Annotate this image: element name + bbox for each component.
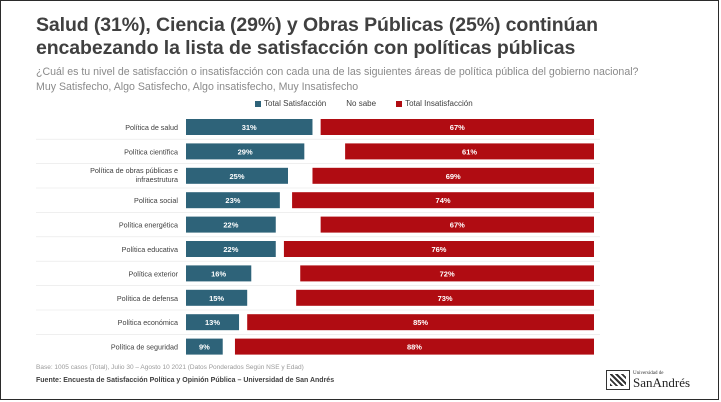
bar-satisfied bbox=[186, 289, 248, 306]
legend-item-nosabe: No sabe bbox=[346, 99, 376, 108]
data-label-satisfied: 13% bbox=[205, 318, 220, 327]
legend-swatch-unsatisfied bbox=[396, 100, 403, 107]
bar-unsatisfied bbox=[320, 216, 594, 233]
legend-swatch-satisfied bbox=[255, 100, 261, 107]
data-label-satisfied: 29% bbox=[238, 147, 253, 156]
category-label: Política de obras públicas e infraestrutu… bbox=[90, 166, 178, 184]
category-label: Política de salud bbox=[125, 123, 178, 132]
category-label: Política exterior bbox=[128, 269, 178, 278]
source-fuente-note: Fuente: Encuesta de Satisfacción Polític… bbox=[36, 377, 335, 384]
legend-item-unsatisfied: Total Insatisfacción bbox=[396, 99, 473, 108]
bar-satisfied bbox=[186, 216, 276, 233]
data-label-unsatisfied: 69% bbox=[446, 172, 461, 181]
crest-icon bbox=[606, 370, 630, 390]
chart-subtitle: ¿Cuál es tu nivel de satisfacción o insa… bbox=[36, 65, 716, 95]
source-base-note: Base: 1005 casos (Total), Julio 30 – Ago… bbox=[36, 364, 304, 371]
category-label: Política social bbox=[134, 196, 178, 205]
bar-satisfied bbox=[186, 143, 305, 160]
data-label-unsatisfied: 73% bbox=[438, 294, 453, 303]
data-label-unsatisfied: 88% bbox=[407, 343, 422, 352]
bar-satisfied bbox=[186, 241, 276, 257]
legend-label-unsatisfied: Total Insatisfacción bbox=[405, 99, 473, 108]
data-label-unsatisfied: 72% bbox=[440, 269, 455, 278]
data-label-unsatisfied: 67% bbox=[450, 123, 465, 132]
bar-satisfied bbox=[186, 265, 252, 282]
bar-unsatisfied bbox=[345, 143, 594, 160]
bar-satisfied bbox=[186, 338, 223, 355]
logo-small-text: Universidad de bbox=[633, 371, 664, 376]
title-line-2: encabezando la lista de satisfacción con… bbox=[36, 37, 576, 59]
data-label-satisfied: 16% bbox=[211, 269, 226, 278]
subtitle-line-1: ¿Cuál es tu nivel de satisfacción o insa… bbox=[36, 66, 639, 78]
bar-satisfied bbox=[186, 192, 280, 209]
data-label-satisfied: 9% bbox=[199, 343, 210, 352]
category-label: Política de seguridad bbox=[111, 343, 178, 352]
data-label-satisfied: 23% bbox=[225, 196, 240, 205]
bar-unsatisfied bbox=[312, 167, 594, 184]
bar-unsatisfied bbox=[234, 338, 594, 355]
data-label-unsatisfied: 85% bbox=[413, 318, 428, 327]
chart-title: Salud (31%), Ciencia (29%) y Obras Públi… bbox=[36, 14, 716, 60]
logo-big-text: SanAndrés bbox=[633, 375, 691, 390]
category-label: Política energética bbox=[119, 221, 178, 230]
category-label: Política científica bbox=[124, 147, 178, 156]
bar-satisfied bbox=[186, 314, 240, 331]
data-label-unsatisfied: 76% bbox=[431, 245, 446, 254]
bar-unsatisfied bbox=[247, 314, 594, 331]
legend-label-satisfied: Total Satisfacción bbox=[264, 99, 327, 108]
bar-unsatisfied bbox=[296, 289, 594, 306]
data-label-satisfied: 22% bbox=[223, 245, 238, 254]
bar-unsatisfied bbox=[320, 119, 594, 135]
bar-satisfied bbox=[186, 119, 313, 135]
data-label-satisfied: 31% bbox=[242, 123, 257, 132]
data-label-unsatisfied: 74% bbox=[436, 196, 451, 205]
legend: Total Satisfacción No sabe Total Insatis… bbox=[255, 99, 493, 108]
category-label: Política económica bbox=[118, 318, 178, 327]
bar-unsatisfied bbox=[300, 265, 594, 282]
data-label-unsatisfied: 61% bbox=[462, 147, 477, 156]
bar-unsatisfied bbox=[292, 192, 594, 209]
data-label-satisfied: 15% bbox=[209, 294, 224, 303]
bar-unsatisfied bbox=[283, 241, 594, 257]
data-label-satisfied: 22% bbox=[223, 221, 238, 230]
subtitle-line-2: Muy Satisfecho, Algo Satisfecho, Algo in… bbox=[36, 81, 359, 93]
category-label: Política de defensa bbox=[117, 294, 178, 303]
legend-label-nosabe: No sabe bbox=[346, 99, 377, 108]
data-label-unsatisfied: 67% bbox=[450, 221, 465, 230]
title-line-1: Salud (31%), Ciencia (29%) y Obras Públi… bbox=[36, 14, 598, 36]
data-label-satisfied: 25% bbox=[229, 172, 244, 181]
legend-item-satisfied: Total Satisfacción bbox=[255, 99, 326, 108]
bar-satisfied bbox=[186, 167, 288, 184]
university-logo: Universidad de SanAndrés bbox=[606, 370, 690, 390]
category-label: Política educativa bbox=[122, 245, 178, 254]
